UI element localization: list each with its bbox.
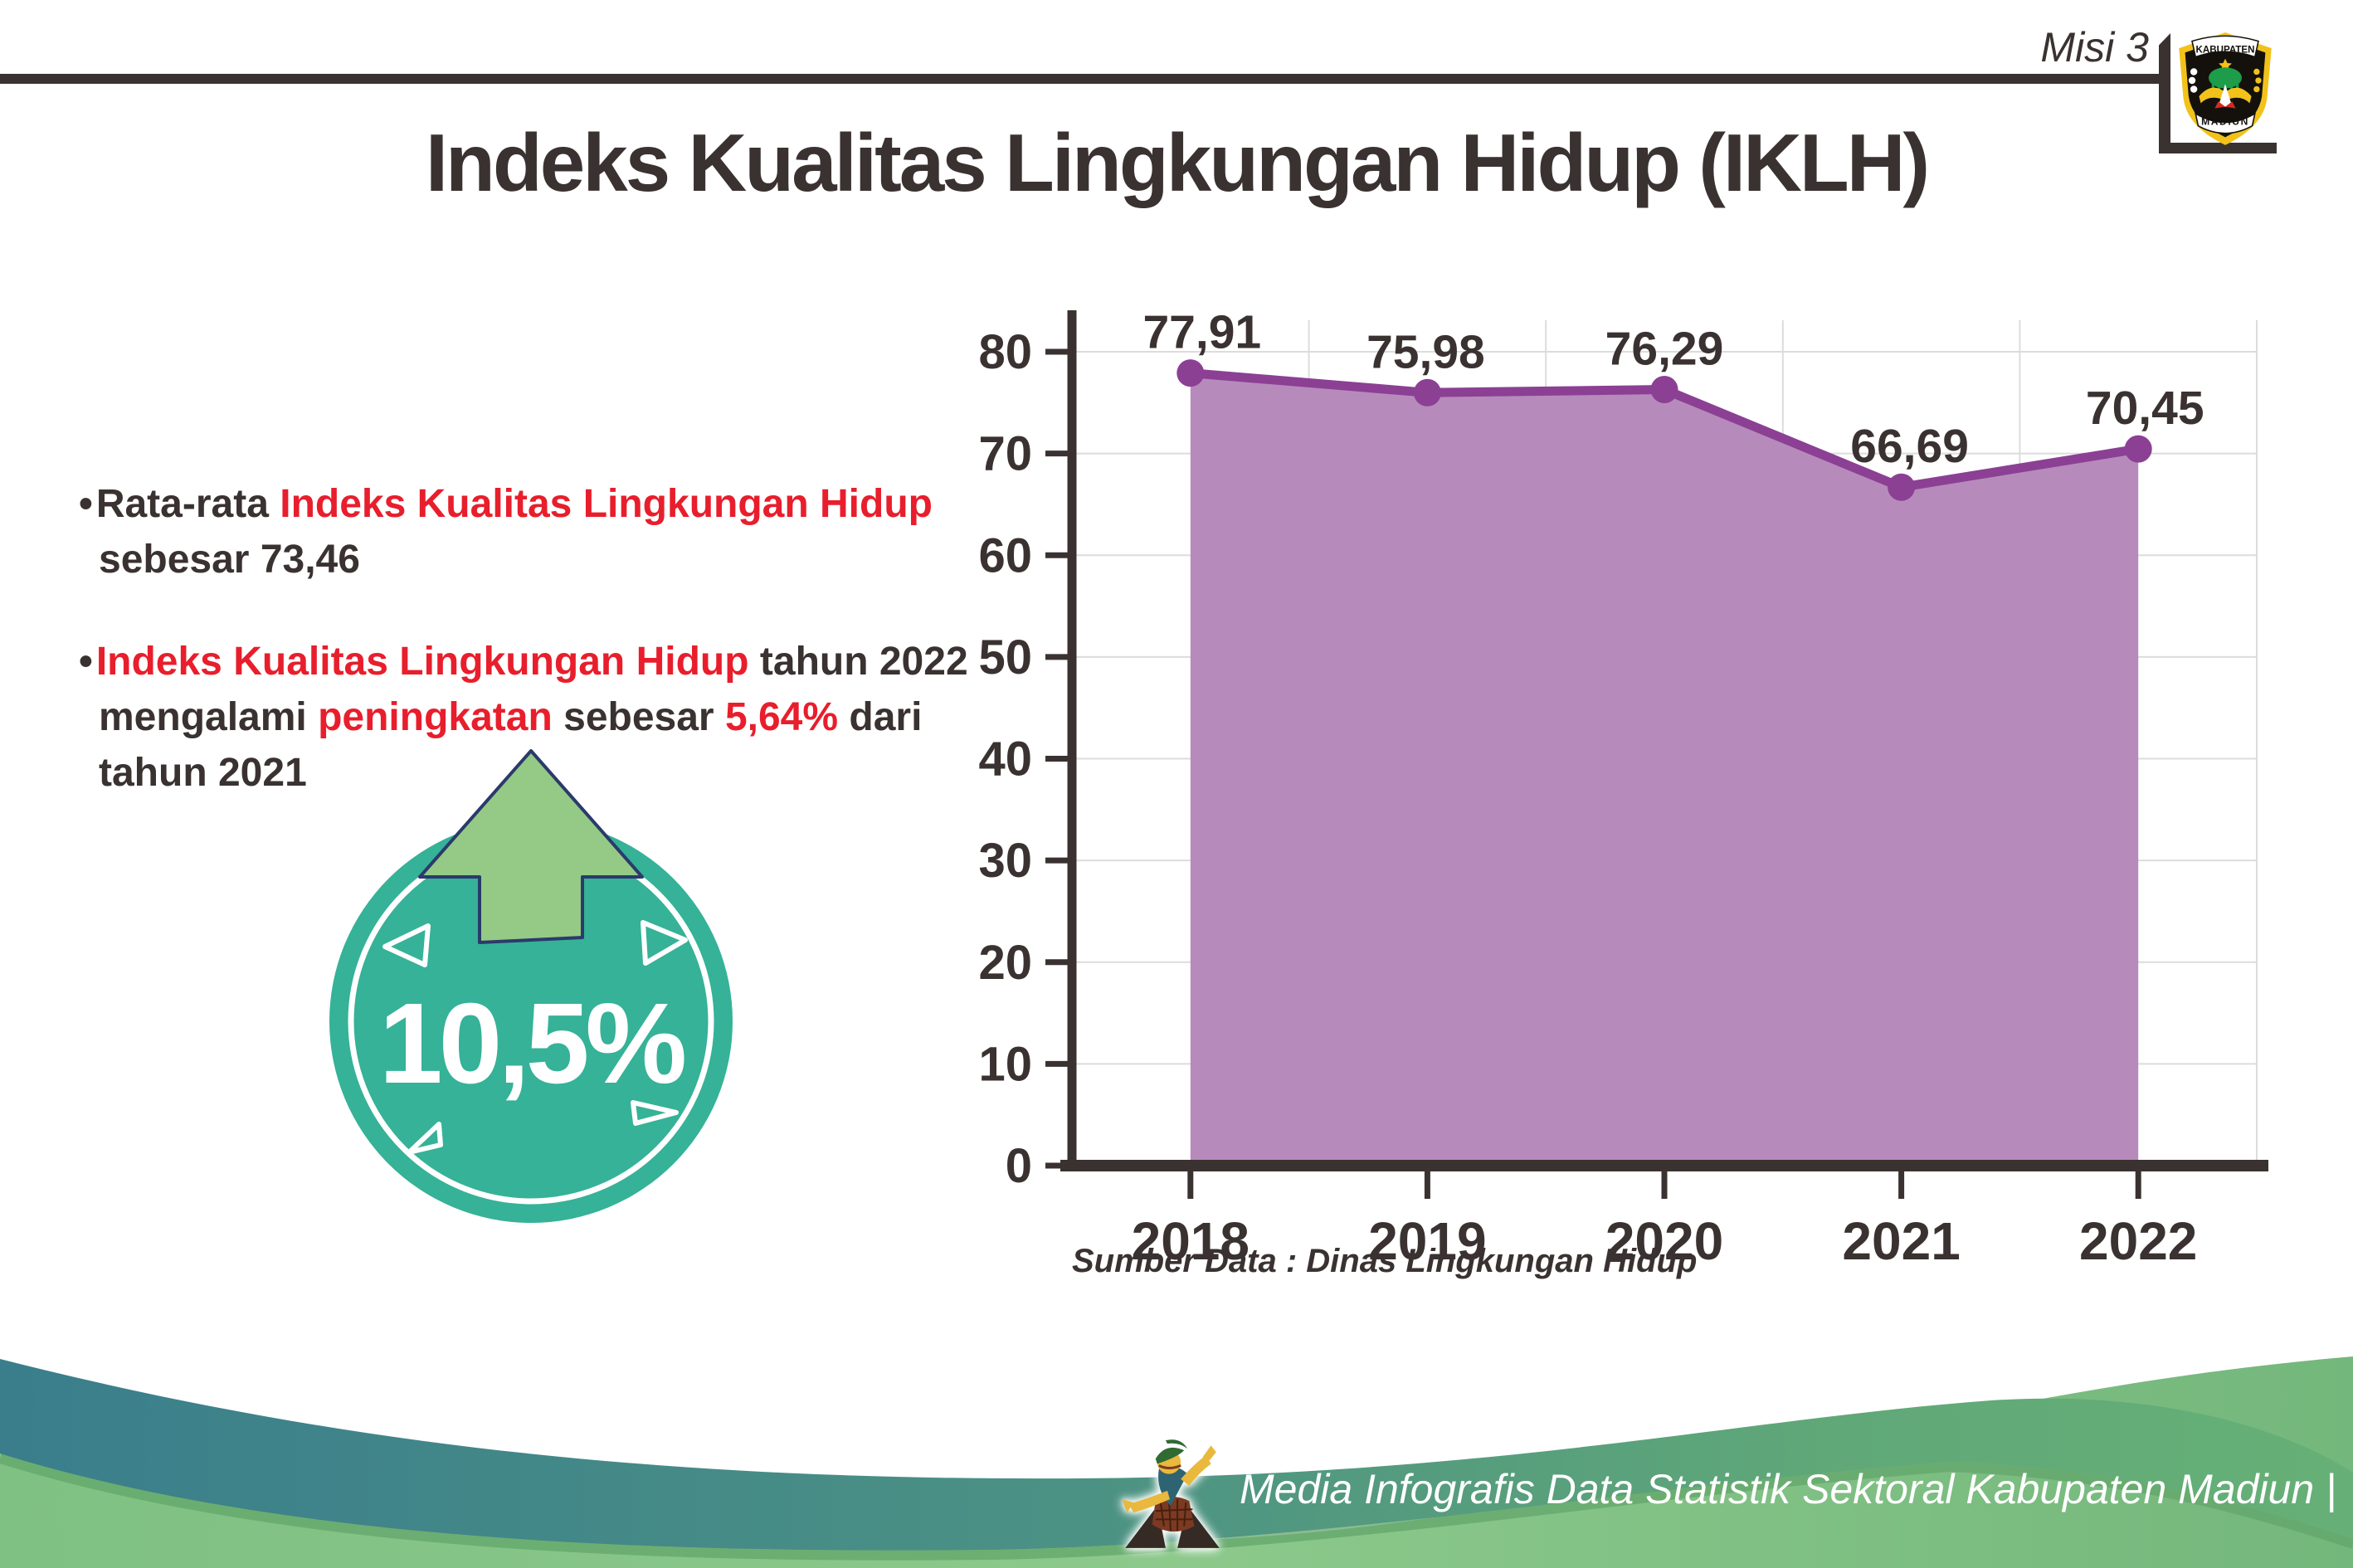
badge-value: 10,5% [379, 980, 685, 1108]
bullet-average-iklh: •Rata-rata Indeks Kualitas Lingkungan Hi… [79, 476, 933, 587]
logo-top-text: KABUPATEN [2196, 45, 2255, 55]
bullet-segment: dari [838, 695, 923, 739]
logo-right-wing-icon [2227, 87, 2252, 104]
logo-bottom-ribbon [2195, 112, 2256, 134]
bullet-line: sebesar 73,46 [99, 532, 933, 587]
chart-y-tick-label: 60 [978, 528, 1032, 582]
kabupaten-madiun-logo: KABUPATEN MADIUN [2179, 32, 2272, 145]
chart-year-label: 2021 [1842, 1211, 1960, 1271]
chart-y-tick-label: 20 [978, 936, 1032, 990]
mascot-hat [1155, 1447, 1185, 1464]
logo-bracket-horizontal [2159, 143, 2277, 153]
footer-green-wave [0, 1356, 2353, 1568]
bullet-segment: Indeks Kualitas Lingkungan Hidup [280, 482, 933, 526]
logo-bottom-text: MADIUN [2201, 116, 2249, 128]
header-divider [0, 74, 2159, 84]
bullet-line: mengalami peningkatan sebesar 5,64% dari [99, 689, 968, 745]
chart-y-tick-label: 0 [1006, 1139, 1032, 1193]
chart-value-label: 76,29 [1605, 322, 1724, 375]
mascot-sarong-pattern [1155, 1499, 1193, 1531]
bullet-segment: Indeks Kualitas Lingkungan Hidup [95, 640, 749, 684]
logo-bracket-vertical [2159, 33, 2170, 153]
chart-value-label: 66,69 [1850, 420, 1969, 473]
chart-point [1888, 473, 1916, 501]
logo-paddy-icons [2253, 68, 2262, 93]
mascot-hat-curl [1165, 1439, 1188, 1449]
chart-y-tick-label: 40 [978, 733, 1032, 786]
increase-badge: 10,5% [329, 749, 733, 1223]
chart-source-note: Sumber Data : Dinas Lingkungan Hidup [1072, 1243, 1698, 1279]
mascot-right-hand [1202, 1445, 1216, 1461]
chart-point [2124, 435, 2152, 463]
mascot-left-arm [1128, 1490, 1170, 1513]
bullet-segment: Rata-rata [95, 482, 280, 526]
badge-circle [329, 820, 733, 1223]
chart-y-tick-label: 30 [978, 834, 1032, 888]
chart-point [1413, 378, 1441, 407]
bullet-segment: peningkatan [318, 695, 553, 739]
logo-cotton-icons [2188, 68, 2198, 93]
bullet-increase-iklh: •Indeks Kualitas Lingkungan Hidup tahun … [79, 634, 968, 801]
logo-right-keris-icon [2225, 101, 2236, 109]
badge-spark-triangles [382, 920, 688, 1155]
bullet-segment: 5,64% [724, 695, 839, 739]
chart-year-label: 2019 [1368, 1211, 1486, 1271]
bullet-line: tahun 2021 [99, 745, 968, 801]
chart-y-tick-label: 80 [978, 325, 1032, 379]
logo-left-wing-icon [2199, 87, 2224, 104]
page-title: Indeks Kualitas Lingkungan Hidup (IKLH) [425, 117, 1930, 208]
bullet-line: •Rata-rata Indeks Kualitas Lingkungan Hi… [79, 476, 933, 532]
mascot-left-hand [1122, 1499, 1134, 1513]
footer-wave-edge [0, 1454, 2353, 1561]
bullet-line: •Indeks Kualitas Lingkungan Hidup tahun … [79, 634, 968, 689]
bullet-segment: sebesar 73,46 [99, 538, 360, 582]
chart-y-tick-label: 50 [978, 631, 1032, 684]
chart-point [1176, 359, 1205, 387]
bullet-dot: • [79, 482, 93, 526]
dancer-mascot-icon [1122, 1439, 1220, 1548]
misi-label: Misi 3 [2040, 24, 2149, 71]
chart-y-tick-label: 10 [978, 1037, 1032, 1091]
footer-credit-text: Media Infografis Data Statistik Sektoral… [1240, 1466, 2337, 1512]
chart-area [1190, 373, 2139, 1166]
chart-value-label: 70,45 [2086, 382, 2204, 435]
footer-teal-wave [0, 1359, 2353, 1551]
bullet-segment: tahun 2021 [99, 751, 307, 795]
chart-value-label: 75,98 [1366, 325, 1485, 378]
chart-year-label: 2022 [2079, 1211, 2197, 1271]
bullet-segment: mengalami [99, 695, 319, 739]
chart-year-label: 2020 [1605, 1211, 1723, 1271]
mascot-face-line [1158, 1464, 1181, 1470]
bullet-segment: tahun 2022 [748, 640, 968, 684]
logo-tree-icon [2209, 67, 2242, 89]
logo-top-ribbon [2191, 35, 2259, 58]
chart-y-tick-label: 70 [978, 427, 1032, 481]
chart-year-label: 2018 [1132, 1211, 1250, 1271]
mascot-right-arm [1181, 1455, 1211, 1486]
chart-value-label: 77,91 [1142, 306, 1261, 359]
footer-waves [0, 1356, 2353, 1568]
bullet-dot: • [79, 640, 93, 684]
up-arrow-icon [418, 749, 644, 944]
logo-left-keris-icon [2214, 101, 2225, 109]
bullet-segment: sebesar [552, 695, 725, 739]
logo-gunungan-icon [2218, 84, 2233, 107]
chart-point [1650, 375, 1678, 403]
